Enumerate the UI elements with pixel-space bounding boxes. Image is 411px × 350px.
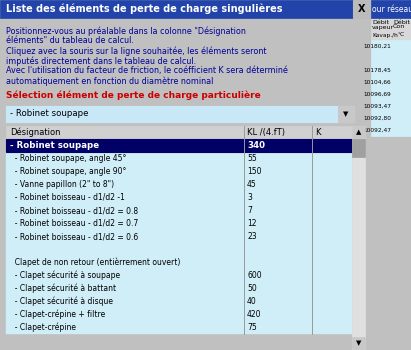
Bar [6,165,352,178]
Text: - Clapet sécurité à soupape: - Clapet sécurité à soupape [10,271,120,280]
Text: Cliquez avec la souris sur la ligne souhaitée, les éléments seront: Cliquez avec la souris sur la ligne souh… [6,46,266,56]
Bar [6,282,352,295]
Text: 75: 75 [247,323,257,332]
Text: - Clapet sécurité à battant: - Clapet sécurité à battant [10,284,116,293]
Bar [371,18,411,30]
Text: - Robinet boisseau - d1/d2 = 0.8: - Robinet boisseau - d1/d2 = 0.8 [10,206,138,215]
Text: 10096,69: 10096,69 [363,91,391,97]
Bar [6,178,352,191]
Bar [6,295,352,308]
Text: éléments" du tableau de calcul.: éléments" du tableau de calcul. [6,36,134,45]
Bar [0,0,353,18]
Bar [6,321,352,334]
Text: Con: Con [393,25,405,29]
Bar [371,40,411,136]
Text: - Clapet-crépine: - Clapet-crépine [10,323,76,332]
Text: vapeur: vapeur [372,25,394,29]
Text: 50: 50 [247,284,257,293]
Text: 40: 40 [247,297,257,306]
Bar [352,337,365,350]
Text: 10180,21: 10180,21 [363,43,391,49]
Text: 55: 55 [247,154,257,163]
Bar [6,217,352,230]
Bar [6,191,352,204]
Text: - Clapet-crépine + filtre: - Clapet-crépine + filtre [10,310,105,319]
Text: 45: 45 [247,180,257,189]
Text: 420: 420 [247,310,261,319]
Bar [6,269,352,282]
Bar [6,152,352,165]
Text: 3: 3 [247,193,252,202]
Text: - Robinet boisseau - d1/d2 = 0.7: - Robinet boisseau - d1/d2 = 0.7 [10,219,138,228]
Text: °C: °C [397,33,404,37]
Bar [352,126,365,350]
Text: Débit: Débit [372,20,389,25]
Bar [6,204,352,217]
Text: - Clapet sécurité à disque: - Clapet sécurité à disque [10,297,113,306]
Text: ▲: ▲ [356,130,361,135]
Text: Débit: Débit [393,20,410,25]
Bar [6,139,352,152]
Text: 150: 150 [247,167,261,176]
Bar [353,0,371,18]
Bar [6,106,354,122]
Text: Positionnez-vous au préalable dans la colonne "Désignation: Positionnez-vous au préalable dans la co… [6,26,246,35]
Text: 12: 12 [247,219,256,228]
Text: 10092,80: 10092,80 [363,116,391,120]
Bar [338,106,354,122]
Text: Désignation: Désignation [10,128,60,137]
Text: 10092,47: 10092,47 [363,127,391,133]
Text: our réseau de: our réseau de [372,5,411,14]
Bar [6,126,361,350]
Bar [371,0,411,18]
Text: Kavap./h: Kavap./h [372,33,398,37]
Text: 10104,66: 10104,66 [363,79,391,84]
Text: Avec l'utilisation du facteur de friction, le coéfficient K sera déterminé: Avec l'utilisation du facteur de frictio… [6,66,288,75]
Text: Clapet de non retour (entièrrement ouvert): Clapet de non retour (entièrrement ouver… [10,258,180,267]
Text: KL /(4.fT): KL /(4.fT) [247,128,285,137]
Bar [6,256,352,269]
Text: - Robinet soupape: - Robinet soupape [10,110,88,119]
Bar [352,139,365,157]
Text: 10093,47: 10093,47 [363,104,391,108]
Text: - Robinet boisseau - d1/d2 = 0.6: - Robinet boisseau - d1/d2 = 0.6 [10,232,138,241]
Bar [352,126,365,139]
Text: Sélection élément de perte de charge particulière: Sélection élément de perte de charge par… [6,90,261,99]
Text: - Robinet soupape, angle 45°: - Robinet soupape, angle 45° [10,154,126,163]
Text: automatiquement en fonction du diamètre nominal: automatiquement en fonction du diamètre … [6,76,213,85]
Text: 10178,45: 10178,45 [363,68,391,72]
Text: - Robinet soupape, angle 90°: - Robinet soupape, angle 90° [10,167,126,176]
Text: K: K [315,128,321,137]
Text: imputés directement dans le tableau de calcul.: imputés directement dans le tableau de c… [6,56,196,65]
Bar [6,243,352,256]
Bar [6,126,365,139]
Text: 7: 7 [247,206,252,215]
Text: Liste des éléments de perte de charge singulières: Liste des éléments de perte de charge si… [6,4,282,14]
Text: 340: 340 [247,141,265,150]
Text: 600: 600 [247,271,262,280]
Text: - Robinet soupape: - Robinet soupape [10,141,99,150]
Bar [371,30,411,40]
Bar [6,230,352,243]
Bar [6,308,352,321]
Text: X: X [358,4,366,14]
Text: 23: 23 [247,232,256,241]
Text: - Vanne papillon (2" to 8"): - Vanne papillon (2" to 8") [10,180,114,189]
Text: ▼: ▼ [343,111,349,117]
Text: ▼: ▼ [356,341,361,346]
Text: - Robinet boisseau - d1/d2 -1: - Robinet boisseau - d1/d2 -1 [10,193,125,202]
